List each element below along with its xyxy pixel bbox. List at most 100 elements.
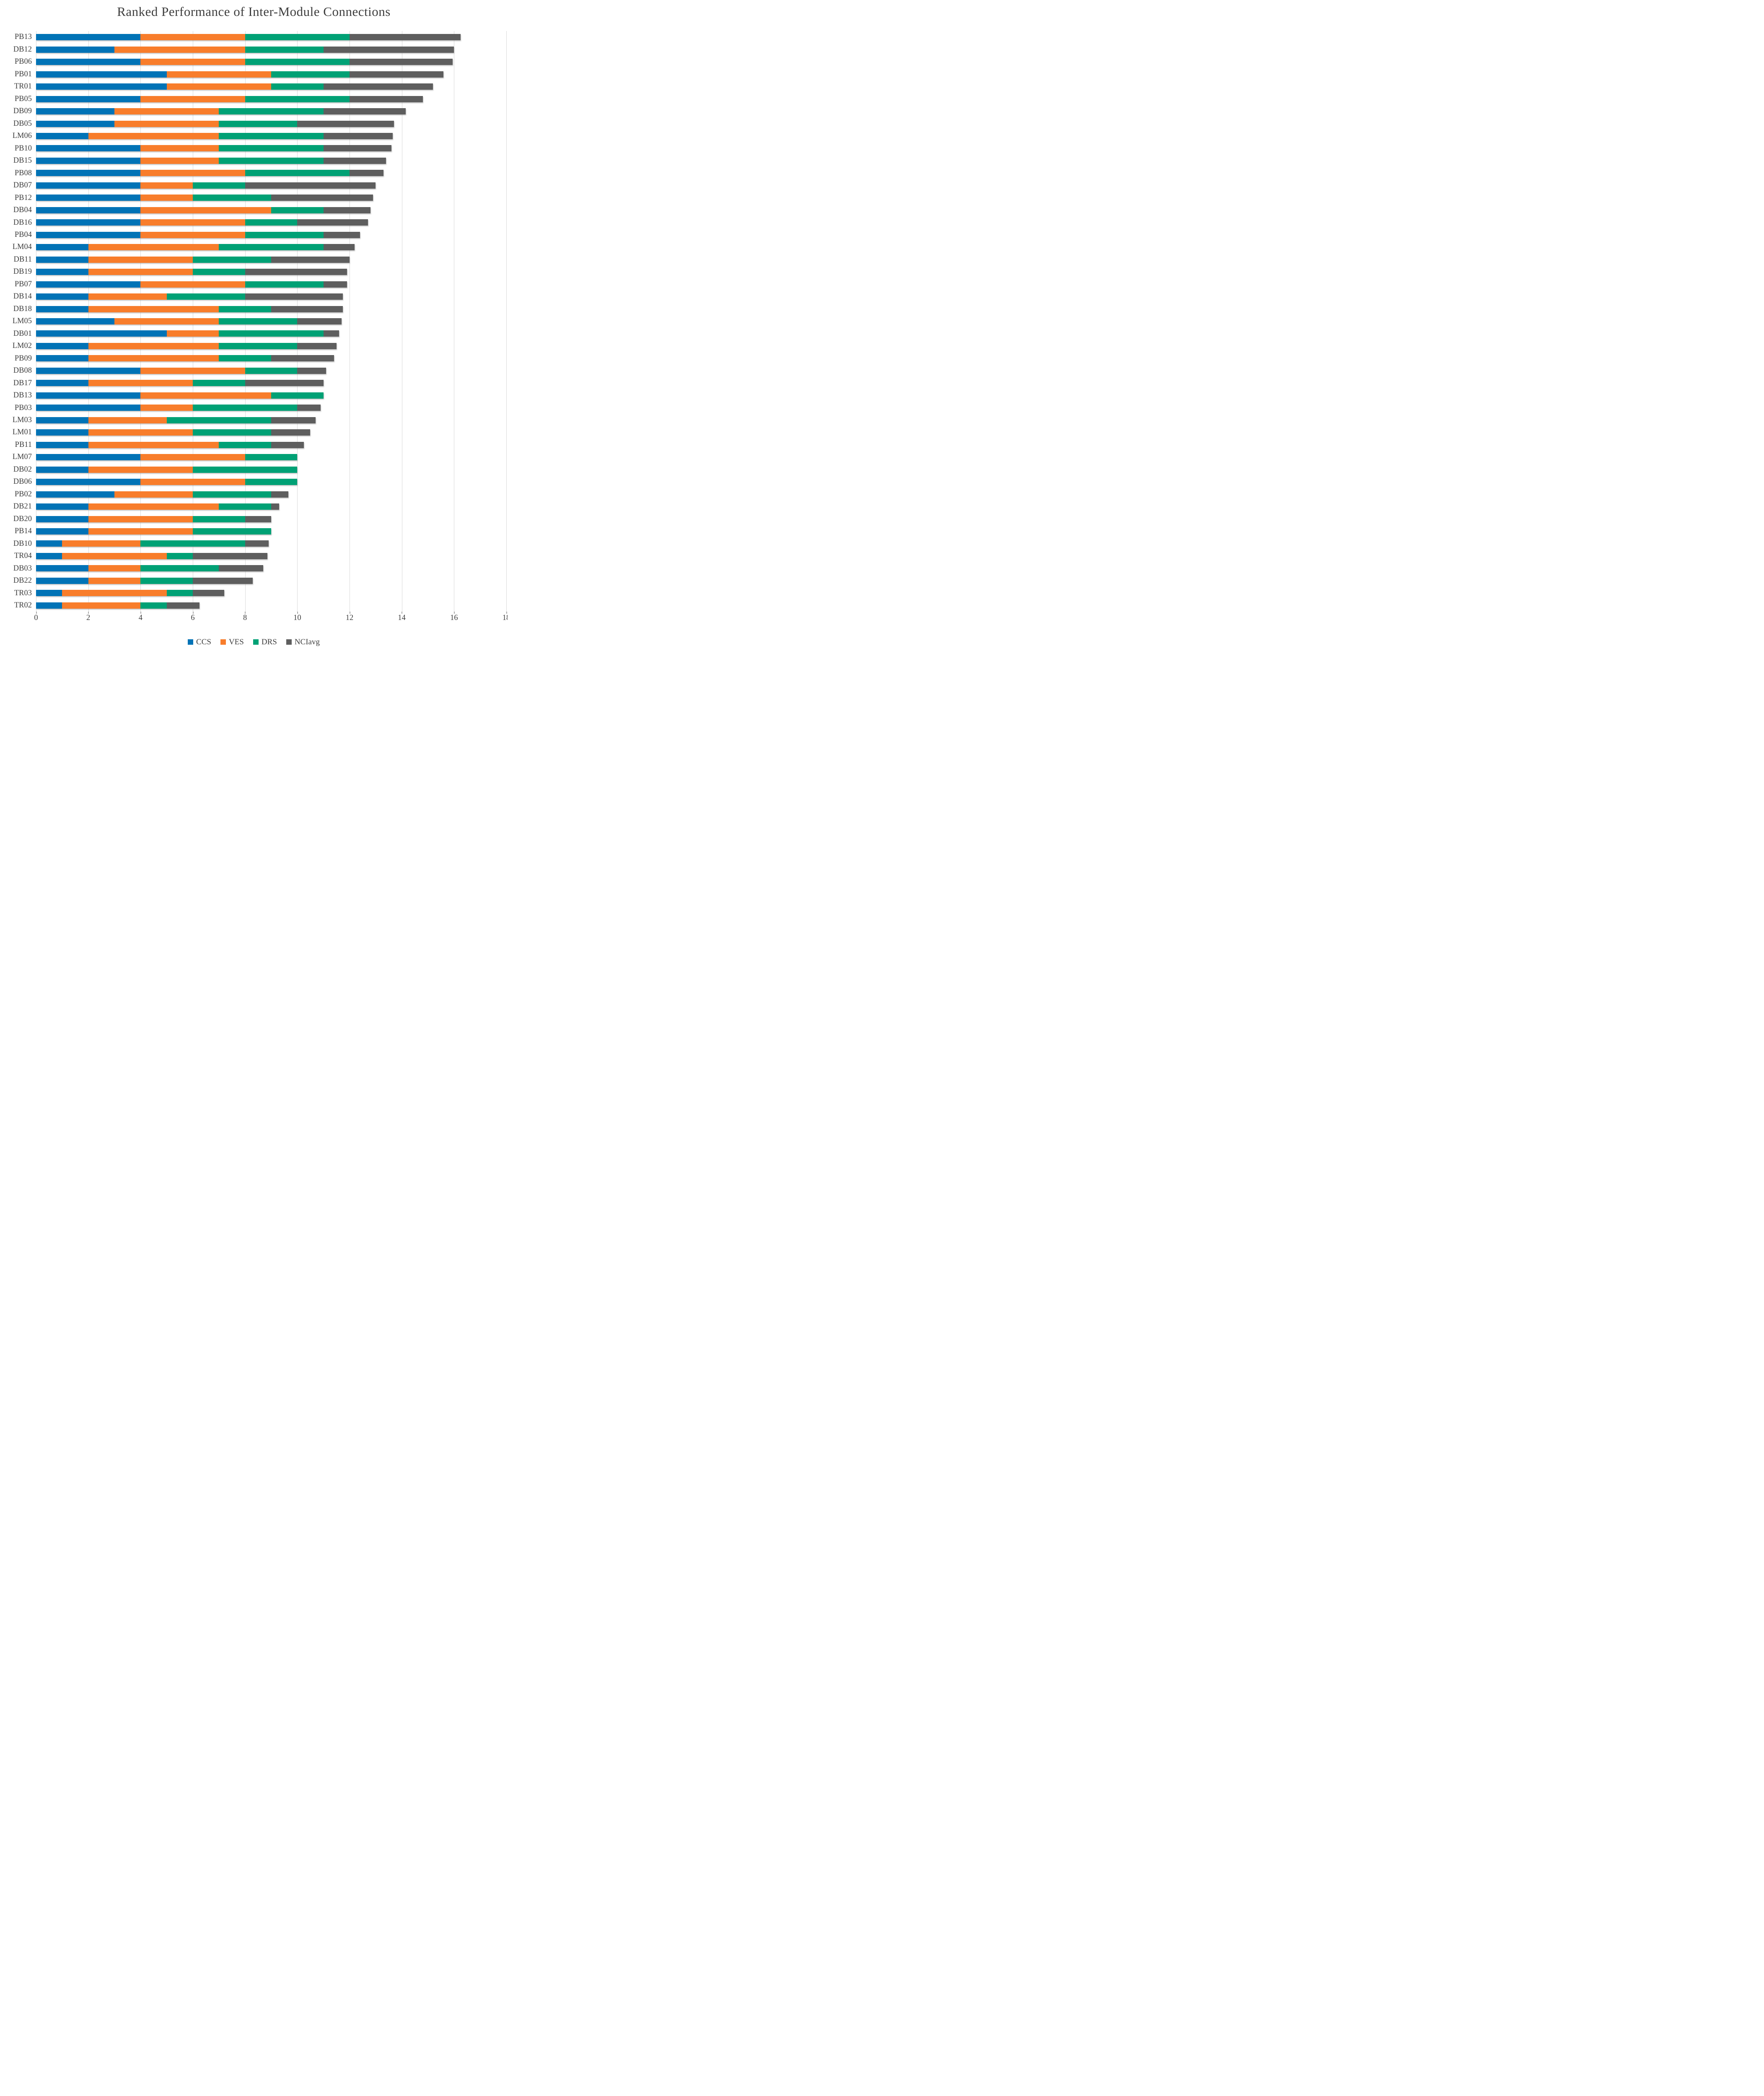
stacked-bar-pb10 bbox=[36, 145, 506, 152]
bar-segment-ccs bbox=[36, 528, 88, 534]
legend-item-drs: DRS bbox=[253, 638, 277, 646]
bar-segment-ccs bbox=[36, 454, 141, 461]
category-label-pb10: PB10 bbox=[14, 144, 32, 153]
category-label-db17: DB17 bbox=[13, 379, 32, 387]
category-label-db18: DB18 bbox=[13, 304, 32, 313]
x-tick-label-8: 8 bbox=[243, 614, 247, 622]
bar-segment-ves bbox=[88, 380, 193, 387]
bar-segment-ves bbox=[140, 59, 245, 65]
legend-item-nciavg: NCIavg bbox=[286, 638, 320, 646]
stacked-bar-db02 bbox=[36, 466, 506, 473]
stacked-bar-lm03 bbox=[36, 417, 506, 423]
bar-segment-ccs bbox=[36, 429, 88, 436]
bar-segment-drs bbox=[140, 602, 167, 609]
bar-segment-ccs bbox=[36, 71, 167, 78]
chart-row-db18: DB18 bbox=[13, 303, 506, 315]
legend-label-ccs: CCS bbox=[196, 638, 211, 646]
chart-row-lm06: LM06 bbox=[13, 130, 506, 142]
stacked-bar-pb14 bbox=[36, 528, 506, 534]
bar-segment-drs bbox=[192, 528, 271, 534]
bar-segment-ves bbox=[114, 318, 219, 325]
bar-segment-ccs bbox=[36, 83, 167, 90]
bar-segment-nciavg bbox=[245, 182, 376, 189]
legend: CCS VES DRS NCIavg bbox=[0, 638, 508, 646]
bar-segment-nciavg bbox=[297, 342, 337, 349]
stacked-bar-lm02 bbox=[36, 342, 506, 349]
bar-segment-ves bbox=[140, 367, 245, 374]
bar-segment-ccs bbox=[36, 256, 88, 263]
bar-segment-nciavg bbox=[297, 367, 326, 374]
x-tick-label-6: 6 bbox=[191, 614, 195, 622]
bar-segment-drs bbox=[219, 108, 324, 115]
chart-row-tr03: TR03 bbox=[14, 587, 506, 599]
bar-segment-drs bbox=[192, 269, 245, 275]
bar-segment-ccs bbox=[36, 46, 114, 53]
category-label-lm01: LM01 bbox=[12, 428, 32, 437]
stacked-bar-db03 bbox=[36, 565, 506, 572]
bar-segment-drs bbox=[219, 244, 324, 251]
bar-segment-ves bbox=[88, 342, 219, 349]
bar-segment-ves bbox=[140, 96, 245, 102]
bar-segment-ves bbox=[140, 182, 193, 189]
bar-segment-ves bbox=[140, 392, 271, 399]
x-tick-label-2: 2 bbox=[86, 614, 91, 622]
bar-segment-ves bbox=[62, 553, 167, 559]
bar-segment-drs bbox=[166, 293, 245, 300]
category-label-db20: DB20 bbox=[13, 514, 32, 523]
stacked-bar-db12 bbox=[36, 46, 506, 53]
bar-segment-drs bbox=[192, 429, 271, 436]
bar-segment-nciavg bbox=[271, 306, 343, 312]
bar-segment-drs bbox=[140, 540, 245, 547]
bar-segment-nciavg bbox=[271, 441, 304, 448]
category-label-pb11: PB11 bbox=[15, 440, 32, 449]
chart-row-lm01: LM01 bbox=[13, 426, 506, 438]
bar-segment-ves bbox=[166, 83, 271, 90]
chart-row-db17: DB17 bbox=[13, 377, 506, 389]
bar-segment-ves bbox=[114, 491, 193, 498]
bar-segment-drs bbox=[192, 405, 298, 411]
bar-segment-ves bbox=[140, 231, 245, 238]
bar-segment-ves bbox=[88, 132, 219, 139]
bar-segment-ves bbox=[140, 454, 245, 461]
plot-rows: PB13 DB12 PB06 PB01 TR01 PB05 DB09 DB05 LM06 PB10… bbox=[13, 31, 506, 612]
stacked-bar-pb04 bbox=[36, 231, 506, 238]
bar-segment-nciavg bbox=[323, 207, 370, 213]
chart-row-lm03: LM03 bbox=[13, 414, 506, 426]
category-label-tr03: TR03 bbox=[14, 589, 32, 597]
bar-segment-nciavg bbox=[192, 590, 224, 597]
category-label-pb01: PB01 bbox=[14, 70, 32, 78]
category-label-db04: DB04 bbox=[13, 206, 32, 215]
bar-segment-ves bbox=[140, 281, 245, 288]
stacked-bar-db01 bbox=[36, 330, 506, 337]
chart-row-db03: DB03 bbox=[13, 562, 506, 574]
bar-segment-nciavg bbox=[297, 405, 321, 411]
category-label-lm03: LM03 bbox=[12, 416, 32, 425]
bar-segment-ccs bbox=[36, 380, 88, 387]
chart-row-db13: DB13 bbox=[13, 389, 506, 402]
chart-row-db10: DB10 bbox=[13, 537, 506, 550]
bar-segment-nciavg bbox=[323, 330, 339, 337]
category-label-lm07: LM07 bbox=[12, 453, 32, 462]
category-label-tr04: TR04 bbox=[14, 552, 32, 560]
bar-segment-drs bbox=[219, 342, 298, 349]
bar-segment-ccs bbox=[36, 466, 88, 473]
bar-segment-drs bbox=[192, 466, 298, 473]
bar-segment-ves bbox=[88, 417, 167, 423]
bar-segment-ves bbox=[140, 195, 193, 201]
bar-segment-ccs bbox=[36, 355, 88, 362]
bar-segment-nciavg bbox=[323, 281, 347, 288]
bar-segment-ccs bbox=[36, 565, 88, 572]
bar-segment-nciavg bbox=[219, 565, 264, 572]
bar-segment-ccs bbox=[36, 342, 88, 349]
bar-segment-drs bbox=[245, 367, 298, 374]
stacked-bar-tr03 bbox=[36, 590, 506, 597]
bar-segment-drs bbox=[219, 132, 324, 139]
bar-segment-ves bbox=[88, 256, 193, 263]
bar-segment-drs bbox=[166, 553, 193, 559]
bar-segment-nciavg bbox=[349, 170, 384, 176]
stacked-bar-db11 bbox=[36, 256, 506, 263]
bar-segment-ves bbox=[140, 405, 193, 411]
stacked-bar-db08 bbox=[36, 367, 506, 374]
chart-row-pb03: PB03 bbox=[15, 402, 506, 414]
bar-segment-ves bbox=[140, 170, 245, 176]
